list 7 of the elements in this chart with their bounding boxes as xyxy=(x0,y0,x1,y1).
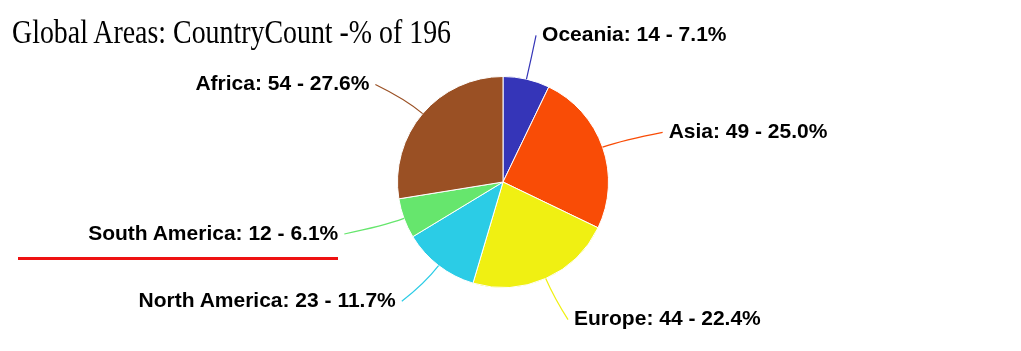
slice-label: Europe: 44 - 22.4% xyxy=(574,306,762,330)
chart-title: Global Areas: CountryCount -% of 196 xyxy=(12,12,452,52)
slice-label: Africa: 54 - 27.6% xyxy=(195,71,370,95)
slice-label: South America: 12 - 6.1% xyxy=(88,220,339,244)
slice-label: Oceania: 14 - 7.1% xyxy=(542,22,727,46)
slice-label: North America: 23 - 11.7% xyxy=(138,287,397,311)
slice-label: Asia: 49 - 25.0% xyxy=(668,119,828,143)
